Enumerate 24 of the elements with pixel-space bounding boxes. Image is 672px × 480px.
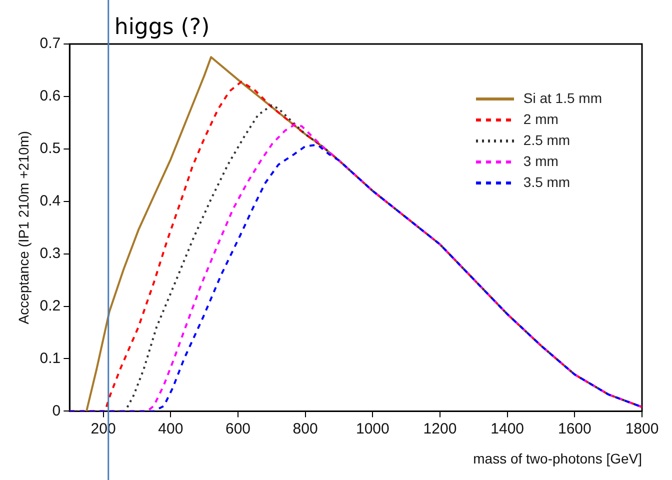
y-tick-label: 0 [52, 402, 61, 420]
ref-line-label: higgs (?) [114, 15, 210, 40]
x-tick-label: 1000 [356, 420, 390, 438]
y-tick-label: 0.6 [40, 88, 61, 105]
y-tick-label: 0.2 [40, 297, 61, 314]
legend-label: 3 mm [523, 152, 558, 171]
legend-label: 2 mm [523, 110, 558, 129]
x-tick-label: 600 [225, 420, 251, 438]
y-tick-label: 0.3 [40, 244, 61, 262]
x-tick-label: 1200 [423, 420, 457, 438]
x-tick-label: 1400 [490, 420, 524, 438]
y-tick-label: 0.7 [40, 35, 61, 52]
y-tick-label: 0.5 [40, 140, 61, 158]
x-tick-label: 800 [292, 420, 318, 438]
x-tick-label: 1600 [558, 420, 592, 438]
x-axis-title: mass of two-photons [GeV] [473, 450, 642, 466]
y-tick-label: 0.1 [40, 350, 61, 367]
y-tick-label: 0.4 [40, 192, 61, 210]
x-tick-label: 400 [158, 420, 184, 438]
legend-label: 3.5 mm [523, 173, 570, 192]
y-axis-title: Acceptance (IP1 210m +210m) [15, 130, 32, 324]
x-tick-label: 1800 [625, 420, 659, 438]
legend-label: Si at 1.5 mm [523, 89, 602, 108]
legend-label: 2.5 mm [523, 131, 570, 150]
